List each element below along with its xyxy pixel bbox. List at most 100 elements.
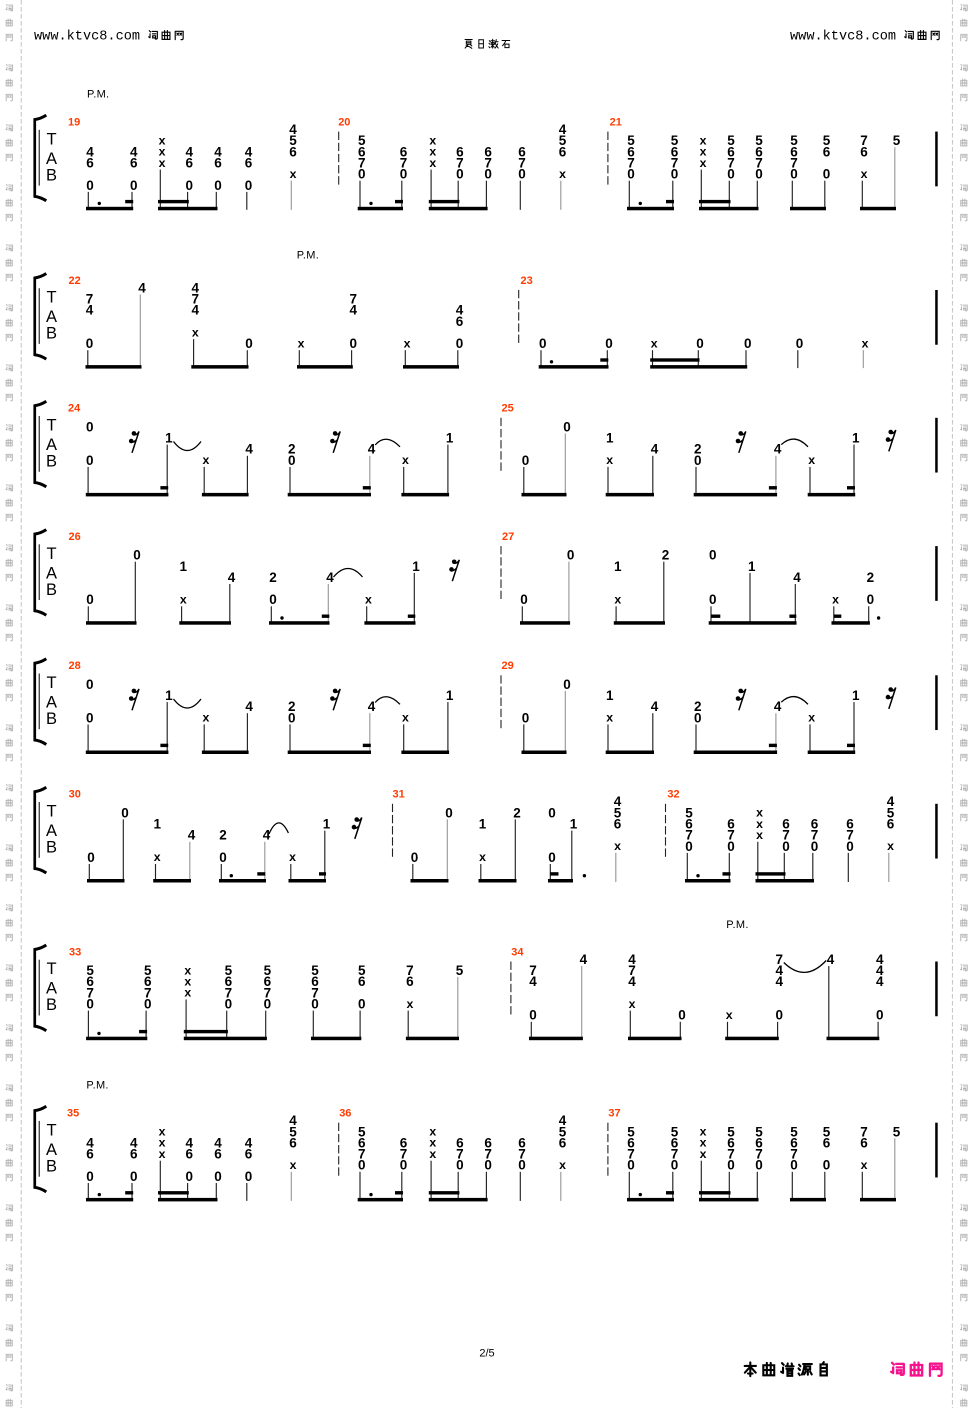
svg-text:5: 5 [727, 133, 735, 148]
svg-text:4: 4 [228, 570, 236, 585]
svg-text:4: 4 [289, 122, 297, 137]
svg-text:x: x [365, 593, 372, 607]
svg-text:x: x [202, 453, 209, 467]
svg-text:0: 0 [219, 850, 227, 865]
svg-text:0: 0 [400, 1158, 408, 1173]
svg-text:25: 25 [502, 403, 514, 415]
svg-text:7: 7 [518, 1147, 526, 1162]
svg-text:6: 6 [614, 817, 622, 832]
svg-text:7: 7 [264, 985, 272, 1000]
svg-text:6: 6 [144, 974, 152, 989]
svg-text:x: x [614, 593, 621, 607]
svg-text:5: 5 [225, 963, 233, 978]
svg-text:4: 4 [559, 122, 567, 137]
svg-text:35: 35 [67, 1108, 79, 1120]
svg-text:7: 7 [790, 1147, 798, 1162]
svg-text:32: 32 [667, 789, 679, 801]
svg-text:0: 0 [823, 1158, 831, 1173]
svg-text:0: 0 [86, 677, 94, 692]
svg-text:4: 4 [214, 1135, 222, 1150]
svg-text:6: 6 [358, 144, 366, 159]
svg-text:5: 5 [614, 805, 622, 820]
svg-text:4: 4 [876, 952, 884, 967]
svg-text:6: 6 [727, 144, 735, 159]
svg-text:x: x [726, 1008, 733, 1022]
svg-text:x: x [700, 156, 707, 170]
svg-text:x: x [861, 167, 868, 181]
svg-text:4: 4 [130, 144, 138, 159]
svg-text:1: 1 [165, 688, 173, 703]
svg-text:6: 6 [289, 1135, 297, 1150]
svg-text:19: 19 [68, 117, 80, 129]
svg-text:0: 0 [245, 336, 253, 351]
svg-text:4: 4 [887, 794, 895, 809]
svg-text:1: 1 [606, 431, 614, 446]
svg-text:x: x [862, 336, 869, 350]
svg-text:6: 6 [860, 144, 868, 159]
svg-text:6: 6 [846, 817, 854, 832]
svg-text:x: x [808, 453, 815, 467]
svg-text:x: x [159, 145, 166, 159]
svg-text:5: 5 [727, 1124, 735, 1139]
svg-text:x: x [700, 1125, 707, 1139]
svg-text:7: 7 [627, 155, 635, 170]
svg-text:6: 6 [130, 1147, 138, 1162]
svg-text:5: 5 [86, 963, 94, 978]
svg-text:7: 7 [192, 292, 200, 307]
svg-text:T: T [46, 674, 56, 692]
svg-text:B: B [46, 166, 57, 184]
svg-text:x: x [756, 806, 763, 820]
svg-text:1: 1 [479, 817, 487, 832]
svg-text:0: 0 [548, 850, 556, 865]
svg-text:6: 6 [186, 155, 194, 170]
svg-text:31: 31 [393, 789, 405, 801]
svg-text:4: 4 [138, 280, 146, 295]
svg-text:6: 6 [671, 144, 679, 159]
svg-text:x: x [479, 850, 486, 864]
svg-text:5: 5 [358, 1124, 366, 1139]
svg-text:0: 0 [727, 839, 735, 854]
svg-text:4: 4 [774, 442, 782, 457]
svg-text:A: A [46, 822, 57, 840]
svg-text:33: 33 [69, 946, 81, 958]
svg-text:6: 6 [86, 155, 94, 170]
svg-text:4: 4 [86, 144, 94, 159]
svg-text:5: 5 [893, 1124, 901, 1139]
svg-text:7: 7 [755, 155, 763, 170]
svg-text:x: x [559, 167, 566, 181]
svg-text:6: 6 [627, 144, 635, 159]
svg-text:0: 0 [400, 167, 408, 182]
svg-text:5: 5 [144, 963, 152, 978]
svg-text:5: 5 [893, 133, 901, 148]
svg-text:1: 1 [446, 688, 454, 703]
svg-text:0: 0 [214, 178, 222, 193]
svg-text:0: 0 [411, 850, 419, 865]
svg-text:6: 6 [727, 817, 735, 832]
svg-text:5: 5 [790, 133, 798, 148]
svg-text:x: x [404, 336, 411, 350]
svg-text:x: x [202, 711, 209, 725]
svg-text:21: 21 [610, 117, 622, 129]
svg-text:4: 4 [186, 1135, 194, 1150]
svg-text:4: 4 [130, 1135, 138, 1150]
svg-text:4: 4 [245, 699, 253, 714]
svg-text:0: 0 [245, 1169, 253, 1184]
svg-text:7: 7 [484, 1147, 492, 1162]
svg-text:5: 5 [823, 133, 831, 148]
svg-text:P.M.: P.M. [297, 250, 319, 262]
svg-text:4: 4 [651, 442, 659, 457]
svg-text:P.M.: P.M. [86, 1080, 108, 1092]
svg-text:4: 4 [350, 303, 358, 318]
svg-text:5: 5 [456, 963, 464, 978]
svg-text:7: 7 [811, 828, 819, 843]
svg-text:2: 2 [513, 805, 521, 820]
svg-text:2: 2 [867, 570, 875, 585]
svg-text:0: 0 [86, 178, 94, 193]
svg-text:37: 37 [608, 1108, 620, 1120]
svg-text:4: 4 [245, 144, 253, 159]
svg-text:A: A [46, 1141, 57, 1159]
svg-text:22: 22 [69, 275, 81, 287]
svg-text:5: 5 [755, 1124, 763, 1139]
svg-text:0: 0 [269, 592, 277, 607]
svg-text:4: 4 [86, 1135, 94, 1150]
